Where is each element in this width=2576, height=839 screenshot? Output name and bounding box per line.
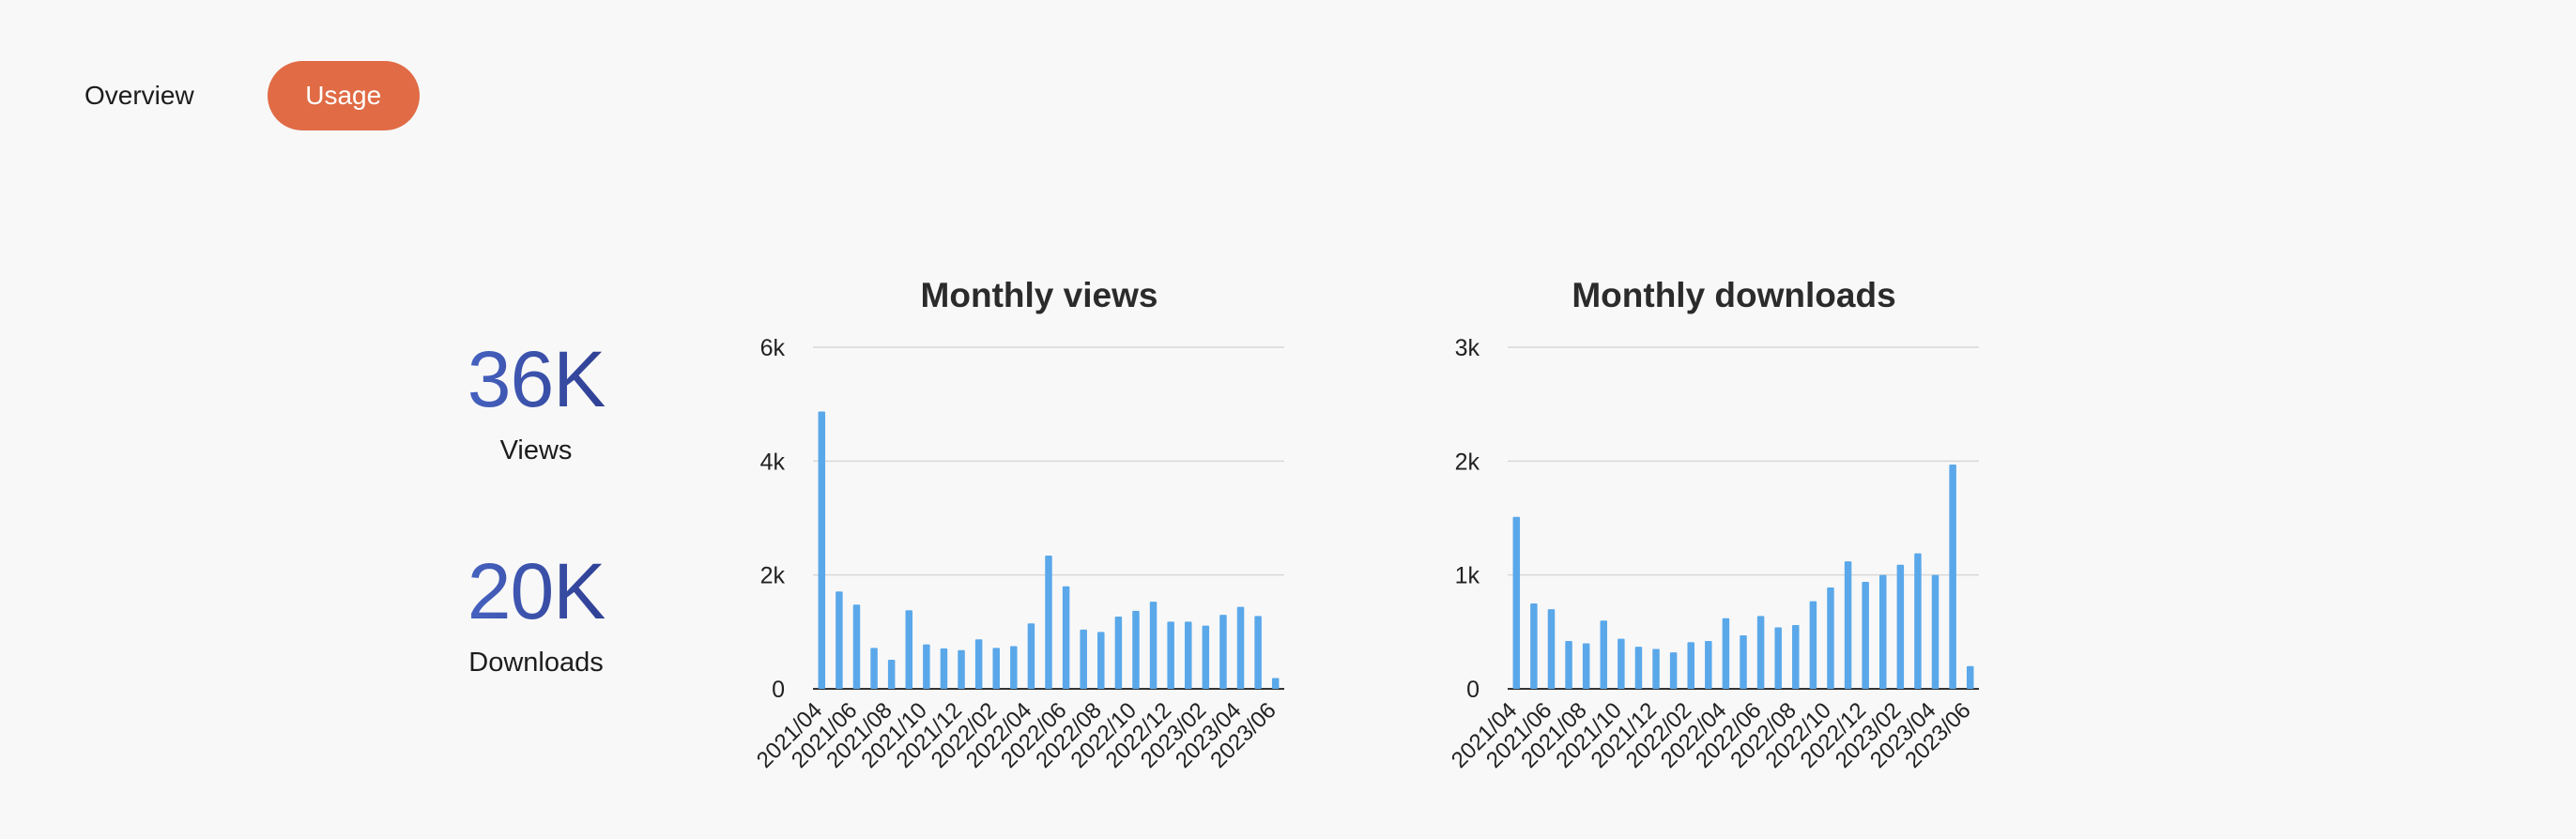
tab-bar: Overview Usage [56,60,420,131]
downloads-bar [1774,627,1782,689]
downloads-y-tick-label: 2k [1455,449,1480,475]
downloads-bar [1827,587,1834,689]
downloads-stat: 20K Downloads [442,552,630,679]
downloads-bar [1809,601,1817,689]
views-bar [923,644,930,689]
views-bar [836,591,843,689]
downloads-bar [1634,647,1643,689]
tab-usage[interactable]: Usage [267,61,420,130]
downloads-bar [1722,618,1730,689]
downloads-y-tick-label: 0 [1466,677,1480,703]
downloads-chart-title: Monthly downloads [1572,276,1895,314]
views-bar [1236,606,1245,689]
views-bar [1010,646,1018,689]
views-bar [958,649,965,689]
tab-overview[interactable]: Overview [84,81,194,110]
views-y-tick-label: 6k [760,335,786,361]
downloads-bar [1931,574,1940,689]
downloads-bar [1687,642,1694,689]
downloads-bar [1652,648,1660,689]
views-bar [940,648,948,689]
downloads-bar [1862,581,1869,689]
downloads-bar [1740,634,1747,689]
views-bar [974,639,983,689]
views-bar [1132,610,1140,689]
views-bar [1167,621,1174,689]
views-stat: 36K Views [442,340,630,466]
monthly-views-chart-svg: Monthly views02k4k6k2021/042021/062021/0… [752,276,1284,773]
downloads-bar [1756,616,1765,689]
views-bar [1114,616,1123,689]
views-bar [818,411,826,689]
downloads-bar [1600,620,1608,689]
views-bar [1080,629,1087,689]
views-bar [1219,615,1227,689]
downloads-bar [1896,564,1905,689]
views-y-tick-label: 4k [760,449,786,475]
downloads-bar [1618,638,1625,689]
views-count: 36K [442,340,630,419]
monthly-downloads-chart: Monthly downloads 0 1k 2k 3k 2021/04 2021/06 20… [1418,263,2000,831]
downloads-bar [1547,609,1556,689]
downloads-bar [1966,665,1974,689]
views-chart-title: Monthly views [921,276,1158,314]
views-y-tick-label: 0 [772,677,785,703]
downloads-bar [1792,625,1800,689]
views-bar [1271,678,1280,689]
views-bar [1149,602,1158,689]
downloads-bar [1878,574,1887,689]
downloads-bar [1949,464,1956,689]
views-bar [992,648,1000,689]
downloads-bar [1512,516,1521,689]
monthly-views-chart: Monthly views 0 2k 4k 6k 2021/04 2021/06 2021/0… [723,263,1305,831]
views-bar [852,604,861,689]
downloads-bar [1844,561,1852,689]
downloads-bar [1914,553,1922,689]
views-y-tick-label: 2k [760,563,786,589]
monthly-downloads-chart-svg: Monthly downloads01k2k3k2021/042021/0620… [1447,276,1979,773]
views-bar [1027,623,1035,689]
views-bar [1254,616,1262,689]
downloads-bar [1530,603,1538,689]
views-bar [1062,586,1070,689]
downloads-y-tick-label: 3k [1455,335,1480,361]
downloads-label: Downloads [468,648,604,678]
views-bar [1202,625,1210,689]
views-bar [870,648,878,689]
views-bar [1184,621,1192,689]
downloads-bar [1582,643,1590,689]
views-bar [1045,556,1052,689]
views-label: Views [499,435,573,465]
downloads-count: 20K [442,552,630,631]
downloads-bar [1705,641,1712,689]
views-bar [1097,632,1105,689]
views-bar [905,610,913,689]
downloads-bar [1565,641,1572,689]
views-bar [887,660,896,689]
downloads-bar [1669,652,1678,689]
downloads-y-tick-label: 1k [1455,563,1480,589]
